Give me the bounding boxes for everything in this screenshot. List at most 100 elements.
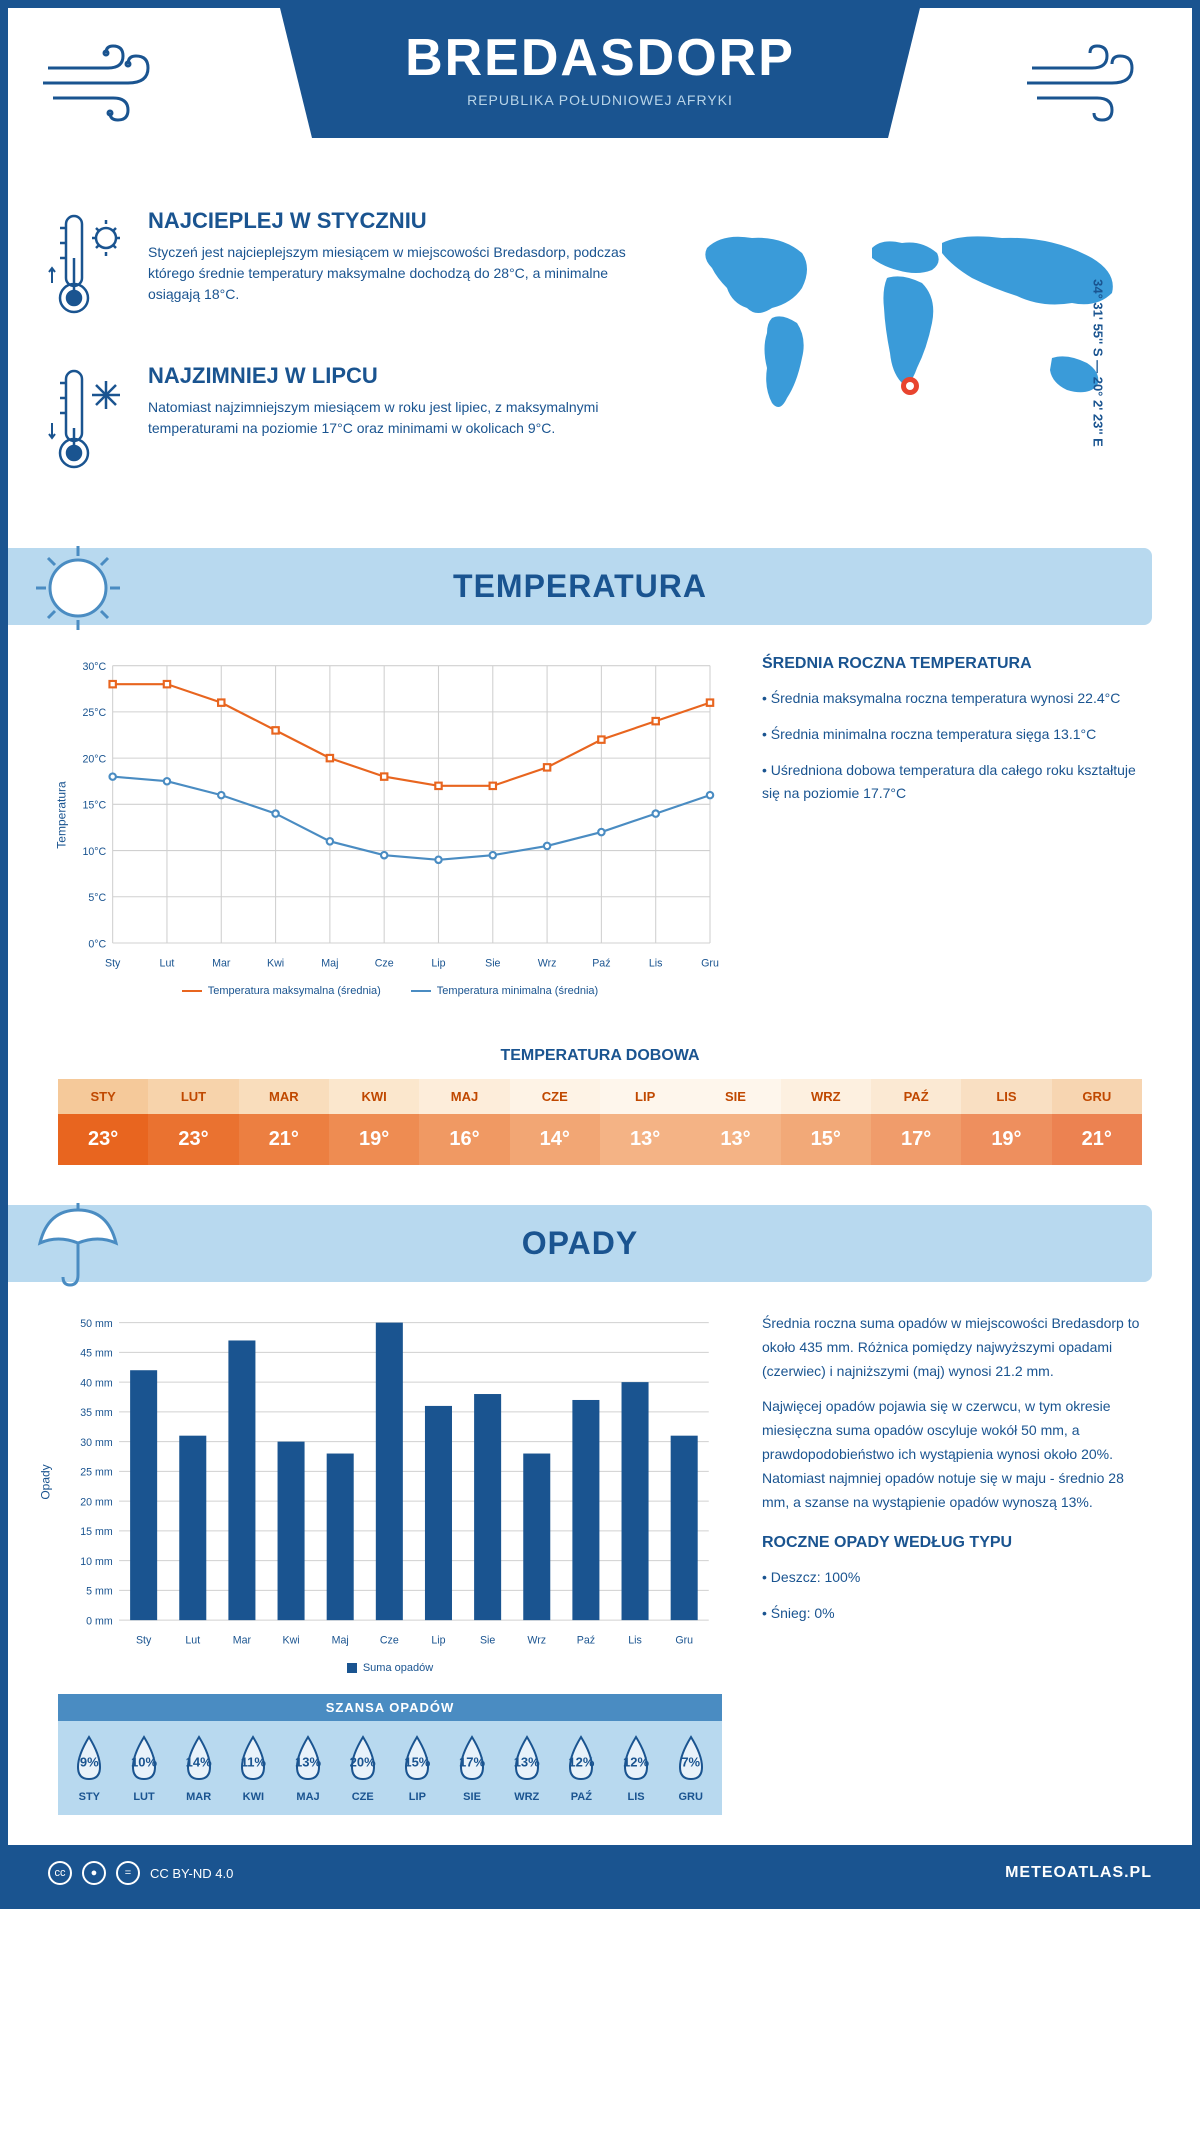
header: BREDASDORP REPUBLIKA POŁUDNIOWEJ AFRYKI	[8, 8, 1192, 188]
y-axis-label: Opady	[39, 1464, 53, 1499]
chance-column: 13%MAJ	[281, 1733, 336, 1803]
temp-column: STY23°	[58, 1079, 148, 1165]
by-icon: ●	[82, 1861, 106, 1885]
temp-column: LIS19°	[961, 1079, 1051, 1165]
info-bullet: • Średnia minimalna roczna temperatura s…	[762, 723, 1142, 747]
svg-text:Maj: Maj	[321, 957, 338, 969]
info-bullet: • Uśredniona dobowa temperatura dla całe…	[762, 759, 1142, 807]
info-bullet: • Średnia maksymalna roczna temperatura …	[762, 687, 1142, 711]
precipitation-info: Średnia roczna suma opadów w miejscowośc…	[762, 1312, 1142, 1815]
warm-title: NAJCIEPLEJ W STYCZNIU	[148, 208, 642, 234]
svg-text:Paź: Paź	[592, 957, 610, 969]
footer: cc ● = CC BY-ND 4.0 METEOATLAS.PL	[8, 1845, 1192, 1901]
coordinates: 34° 31' 55'' S — 20° 2' 23'' E	[1091, 279, 1106, 447]
thermometer-sun-icon	[48, 208, 128, 333]
svg-text:Lis: Lis	[649, 957, 663, 969]
svg-text:5 mm: 5 mm	[86, 1586, 113, 1598]
precipitation-chance: SZANSA OPADÓW 9%STY10%LUT14%MAR11%KWI13%…	[58, 1694, 722, 1815]
temp-column: PAŹ17°	[871, 1079, 961, 1165]
svg-text:10°C: 10°C	[82, 846, 106, 858]
svg-text:30°C: 30°C	[82, 661, 106, 673]
chance-column: 10%LUT	[117, 1733, 172, 1803]
temperature-line-chart: Temperatura 0°C5°C10°C15°C20°C25°C30°CSt…	[58, 655, 722, 975]
by-type-item: • Śnieg: 0%	[762, 1602, 1142, 1626]
chance-column: 13%WRZ	[499, 1733, 554, 1803]
location-title: BREDASDORP	[320, 28, 880, 88]
svg-text:30 mm: 30 mm	[80, 1437, 113, 1449]
license-text: CC BY-ND 4.0	[150, 1866, 233, 1881]
legend-item: Temperatura maksymalna (średnia)	[182, 985, 381, 997]
svg-text:Gru: Gru	[701, 957, 719, 969]
chance-title: SZANSA OPADÓW	[58, 1694, 722, 1721]
temp-column: GRU21°	[1052, 1079, 1142, 1165]
svg-text:Kwi: Kwi	[283, 1635, 300, 1647]
info-paragraph: Najwięcej opadów pojawia się w czerwcu, …	[762, 1395, 1142, 1514]
title-banner: BREDASDORP REPUBLIKA POŁUDNIOWEJ AFRYKI	[280, 8, 920, 138]
nd-icon: =	[116, 1861, 140, 1885]
precipitation-title: OPADY	[48, 1225, 1112, 1262]
chance-column: 9%STY	[62, 1733, 117, 1803]
svg-text:Lis: Lis	[628, 1635, 642, 1647]
warm-summary: NAJCIEPLEJ W STYCZNIU Styczeń jest najci…	[48, 208, 642, 333]
by-type-item: • Deszcz: 100%	[762, 1566, 1142, 1590]
svg-text:Sie: Sie	[485, 957, 500, 969]
wind-icon	[1022, 28, 1162, 128]
svg-text:Mar: Mar	[212, 957, 231, 969]
y-axis-label: Temperatura	[55, 781, 69, 848]
svg-text:Mar: Mar	[233, 1635, 252, 1647]
daily-temp-title: TEMPERATURA DOBOWA	[58, 1047, 1142, 1065]
svg-text:Cze: Cze	[380, 1635, 399, 1647]
chance-column: 12%LIS	[609, 1733, 664, 1803]
temperature-info: ŚREDNIA ROCZNA TEMPERATURA • Średnia mak…	[762, 655, 1142, 997]
warm-text: Styczeń jest najcieplejszym miesiącem w …	[148, 242, 642, 305]
svg-text:Paź: Paź	[577, 1635, 595, 1647]
chance-column: 15%LIP	[390, 1733, 445, 1803]
temp-column: CZE14°	[510, 1079, 600, 1165]
svg-text:20 mm: 20 mm	[80, 1496, 113, 1508]
svg-text:0°C: 0°C	[88, 938, 106, 950]
cold-summary: NAJZIMNIEJ W LIPCU Natomiast najzimniejs…	[48, 363, 642, 488]
svg-text:50 mm: 50 mm	[80, 1318, 113, 1330]
svg-text:Lip: Lip	[431, 1635, 445, 1647]
daily-temperature: TEMPERATURA DOBOWA STY23°LUT23°MAR21°KWI…	[8, 1027, 1192, 1205]
chance-column: 17%SIE	[445, 1733, 500, 1803]
svg-text:10 mm: 10 mm	[80, 1556, 113, 1568]
svg-text:0 mm: 0 mm	[86, 1615, 113, 1627]
site-name: METEOATLAS.PL	[1005, 1864, 1152, 1882]
chance-column: 14%MAR	[171, 1733, 226, 1803]
precipitation-bar-chart: Opady 0 mm5 mm10 mm15 mm20 mm25 mm30 mm3…	[58, 1312, 722, 1652]
world-map-container: 34° 31' 55'' S — 20° 2' 23'' E	[672, 208, 1152, 518]
by-type-title: ROCZNE OPADY WEDŁUG TYPU	[762, 1534, 1142, 1552]
svg-text:15°C: 15°C	[82, 800, 106, 812]
temp-column: MAR21°	[239, 1079, 329, 1165]
svg-text:Sty: Sty	[105, 957, 121, 969]
infographic-page: BREDASDORP REPUBLIKA POŁUDNIOWEJ AFRYKI …	[0, 0, 1200, 1909]
sun-icon	[28, 538, 128, 638]
svg-text:25 mm: 25 mm	[80, 1467, 113, 1479]
precipitation-header: OPADY	[8, 1205, 1152, 1282]
temperature-title: TEMPERATURA	[48, 568, 1112, 605]
svg-text:Cze: Cze	[375, 957, 394, 969]
svg-text:35 mm: 35 mm	[80, 1407, 113, 1419]
location-subtitle: REPUBLIKA POŁUDNIOWEJ AFRYKI	[320, 92, 880, 108]
svg-text:20°C: 20°C	[82, 753, 106, 765]
chance-column: 20%CZE	[335, 1733, 390, 1803]
umbrella-icon	[28, 1195, 128, 1295]
cold-title: NAJZIMNIEJ W LIPCU	[148, 363, 642, 389]
intro-section: NAJCIEPLEJ W STYCZNIU Styczeń jest najci…	[8, 188, 1192, 548]
temp-column: WRZ15°	[781, 1079, 871, 1165]
svg-text:Lip: Lip	[431, 957, 445, 969]
temp-column: LUT23°	[148, 1079, 238, 1165]
chance-column: 12%PAŹ	[554, 1733, 609, 1803]
svg-text:Wrz: Wrz	[538, 957, 557, 969]
temp-column: MAJ16°	[419, 1079, 509, 1165]
legend-label: Suma opadów	[363, 1662, 433, 1674]
svg-text:Kwi: Kwi	[267, 957, 284, 969]
svg-text:25°C: 25°C	[82, 707, 106, 719]
chance-column: 11%KWI	[226, 1733, 281, 1803]
svg-text:15 mm: 15 mm	[80, 1526, 113, 1538]
info-title: ŚREDNIA ROCZNA TEMPERATURA	[762, 655, 1142, 673]
thermometer-snow-icon	[48, 363, 128, 488]
info-paragraph: Średnia roczna suma opadów w miejscowośc…	[762, 1312, 1142, 1383]
svg-text:40 mm: 40 mm	[80, 1377, 113, 1389]
